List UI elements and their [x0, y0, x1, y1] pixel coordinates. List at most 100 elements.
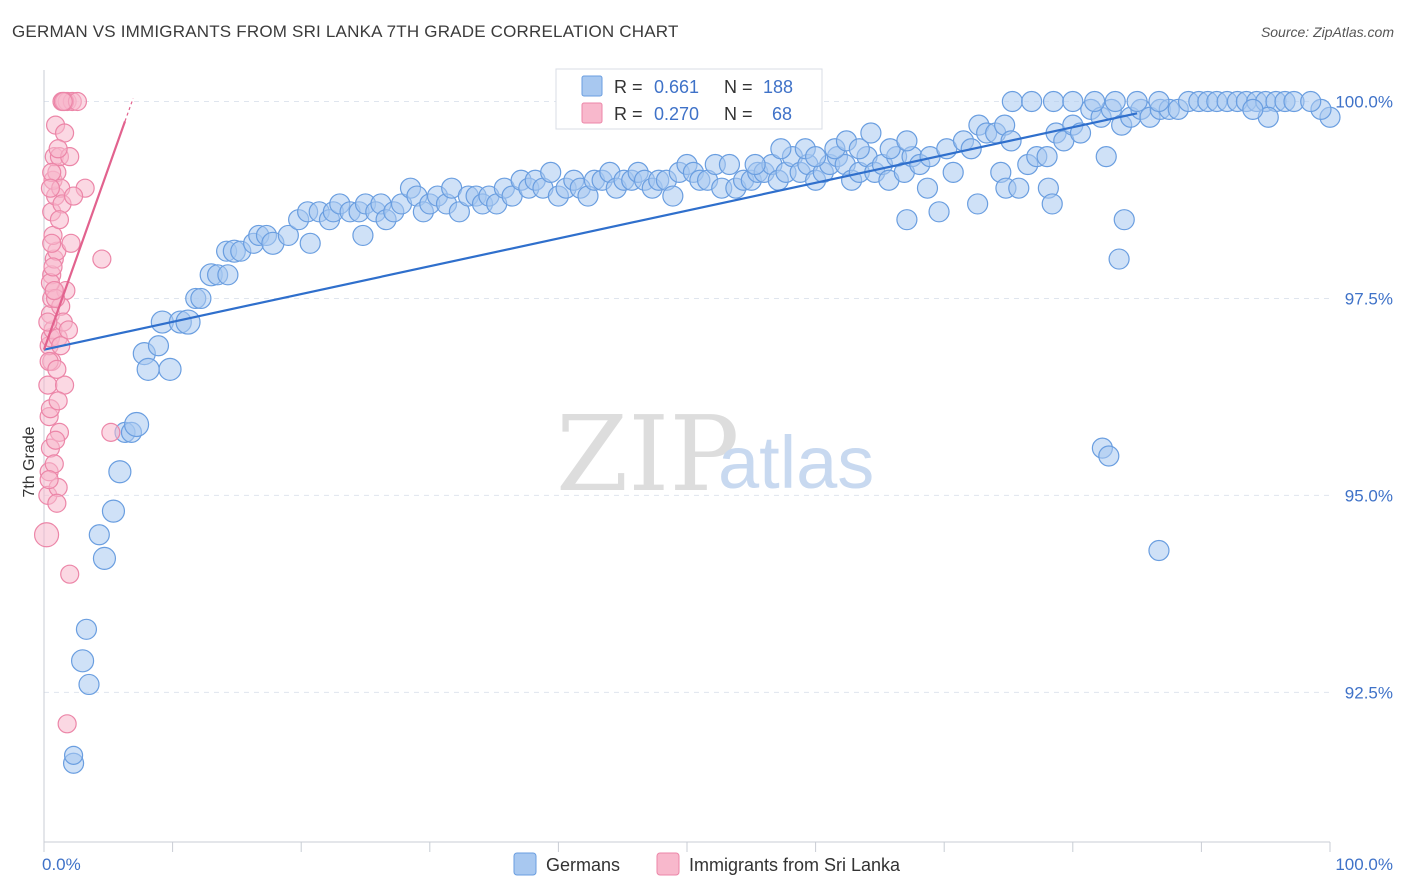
point-sri-lanka-53 — [43, 257, 63, 277]
point-germans-20 — [190, 287, 212, 310]
point-sri-lanka-55 — [40, 178, 61, 198]
point-germans-189 — [1108, 248, 1130, 270]
point-germans-121 — [770, 138, 792, 160]
x-tick-label-1: 100.0% — [1335, 855, 1393, 874]
bottom-legend-swatch-sri-lanka — [656, 852, 680, 876]
point-germans-120 — [744, 153, 766, 176]
y-tick-label-0: 92.5% — [1345, 683, 1393, 702]
x-tick-labels: 0.0% 100.0% — [42, 855, 1393, 874]
trend-lines — [42, 98, 1138, 351]
y-tick-label-1: 95.0% — [1345, 486, 1393, 505]
series-germans-points — [62, 90, 1341, 774]
point-sri-lanka-65 — [44, 280, 64, 301]
x-tick-label-0: 0.0% — [42, 855, 81, 874]
point-germans-8 — [108, 460, 132, 484]
series-legend: Germans Immigrants from Sri Lanka — [513, 852, 901, 876]
point-germans-31 — [277, 224, 299, 247]
grid-lines — [44, 101, 1330, 693]
stats-legend: R = 0.661 N = 188 R = 0.270 N = 68 — [555, 68, 823, 130]
point-germans-195 — [1242, 98, 1264, 120]
point-germans-15 — [158, 357, 182, 381]
point-sri-lanka-39 — [60, 564, 80, 584]
bottom-legend-germans: Germans — [546, 855, 620, 875]
point-sri-lanka-42 — [92, 249, 112, 269]
legend-swatch-sri-lanka — [581, 102, 603, 124]
point-sri-lanka-63 — [42, 233, 62, 253]
point-germans-6 — [92, 546, 117, 571]
point-germans-2 — [70, 649, 95, 673]
point-germans-123 — [804, 146, 827, 168]
legend-n-value-sri-lanka: 68 — [772, 104, 792, 124]
axes — [43, 70, 1331, 852]
legend-swatch-germans — [581, 75, 603, 97]
point-germans-140 — [928, 201, 950, 223]
point-germans-129 — [896, 130, 918, 152]
point-germans-23 — [217, 264, 239, 286]
point-germans-187 — [1098, 445, 1120, 467]
trend-line-germans — [43, 112, 1138, 351]
point-sri-lanka-62 — [63, 186, 84, 206]
chart-title: GERMAN VS IMMIGRANTS FROM SRI LANKA 7TH … — [12, 22, 679, 41]
point-sri-lanka-43 — [101, 422, 121, 442]
point-germans-5 — [88, 524, 110, 546]
point-sri-lanka-57 — [47, 359, 67, 379]
point-germans-84 — [662, 185, 684, 207]
point-germans-176 — [1021, 90, 1043, 113]
y-tick-label-2: 97.5% — [1345, 289, 1393, 308]
bottom-legend-sri-lanka: Immigrants from Sri Lanka — [689, 855, 901, 875]
point-germans-55 — [448, 201, 470, 223]
point-germans-148 — [1036, 146, 1058, 168]
point-sri-lanka-38 — [47, 493, 67, 513]
point-sri-lanka-64 — [53, 91, 73, 112]
point-germans-184 — [1041, 193, 1063, 215]
point-germans-145 — [1008, 177, 1030, 199]
point-sri-lanka-66 — [48, 139, 68, 159]
point-sri-lanka-48 — [48, 391, 68, 411]
point-germans-3 — [78, 673, 100, 696]
point-germans-182 — [1148, 90, 1170, 113]
point-germans-178 — [1062, 90, 1084, 113]
point-germans-177 — [1042, 90, 1065, 113]
y-tick-label-3: 100.0% — [1335, 93, 1393, 112]
point-germans-180 — [1104, 90, 1126, 113]
legend-r-value-sri-lanka: 0.270 — [654, 104, 699, 124]
series-sri-lanka-points — [33, 91, 121, 734]
point-germans-33 — [299, 232, 321, 254]
point-germans-4 — [75, 618, 98, 640]
point-germans-18 — [175, 309, 201, 335]
point-germans-1 — [63, 745, 84, 765]
point-sri-lanka-52 — [58, 320, 79, 340]
point-germans-13 — [136, 357, 160, 381]
point-germans-181 — [1126, 90, 1148, 113]
bottom-legend-swatch-germans — [513, 852, 537, 876]
point-germans-92 — [718, 153, 741, 176]
point-germans-141 — [967, 193, 989, 215]
point-sri-lanka-0 — [33, 522, 60, 548]
point-germans-11 — [123, 411, 150, 438]
point-germans-142 — [896, 209, 918, 231]
point-germans-190 — [1148, 539, 1170, 562]
point-sri-lanka-67 — [39, 470, 59, 490]
watermark-atlas: atlas — [718, 421, 874, 504]
point-sri-lanka-40 — [57, 714, 77, 734]
legend-r-label-germans: R = — [614, 77, 643, 97]
legend-r-label-sri-lanka: R = — [614, 104, 643, 124]
point-germans-67 — [540, 161, 562, 184]
y-tick-labels: 92.5% 95.0% 97.5% 100.0% — [1335, 93, 1393, 703]
point-germans-185 — [1095, 146, 1117, 168]
point-germans-188 — [1113, 209, 1135, 231]
point-germans-152 — [1069, 122, 1092, 144]
point-germans-14 — [147, 335, 170, 357]
point-germans-41 — [352, 224, 374, 247]
legend-n-value-germans: 188 — [763, 77, 793, 97]
point-germans-7 — [101, 499, 126, 523]
point-germans-175 — [1001, 90, 1023, 113]
point-sri-lanka-60 — [45, 430, 66, 450]
point-germans-119 — [916, 177, 939, 199]
y-axis-title: 7th Grade — [21, 426, 38, 497]
watermark: ZIP atlas — [556, 393, 874, 515]
legend-n-label-germans: N = — [724, 77, 753, 97]
point-sri-lanka-6 — [38, 375, 58, 395]
point-germans-179 — [1084, 90, 1106, 113]
